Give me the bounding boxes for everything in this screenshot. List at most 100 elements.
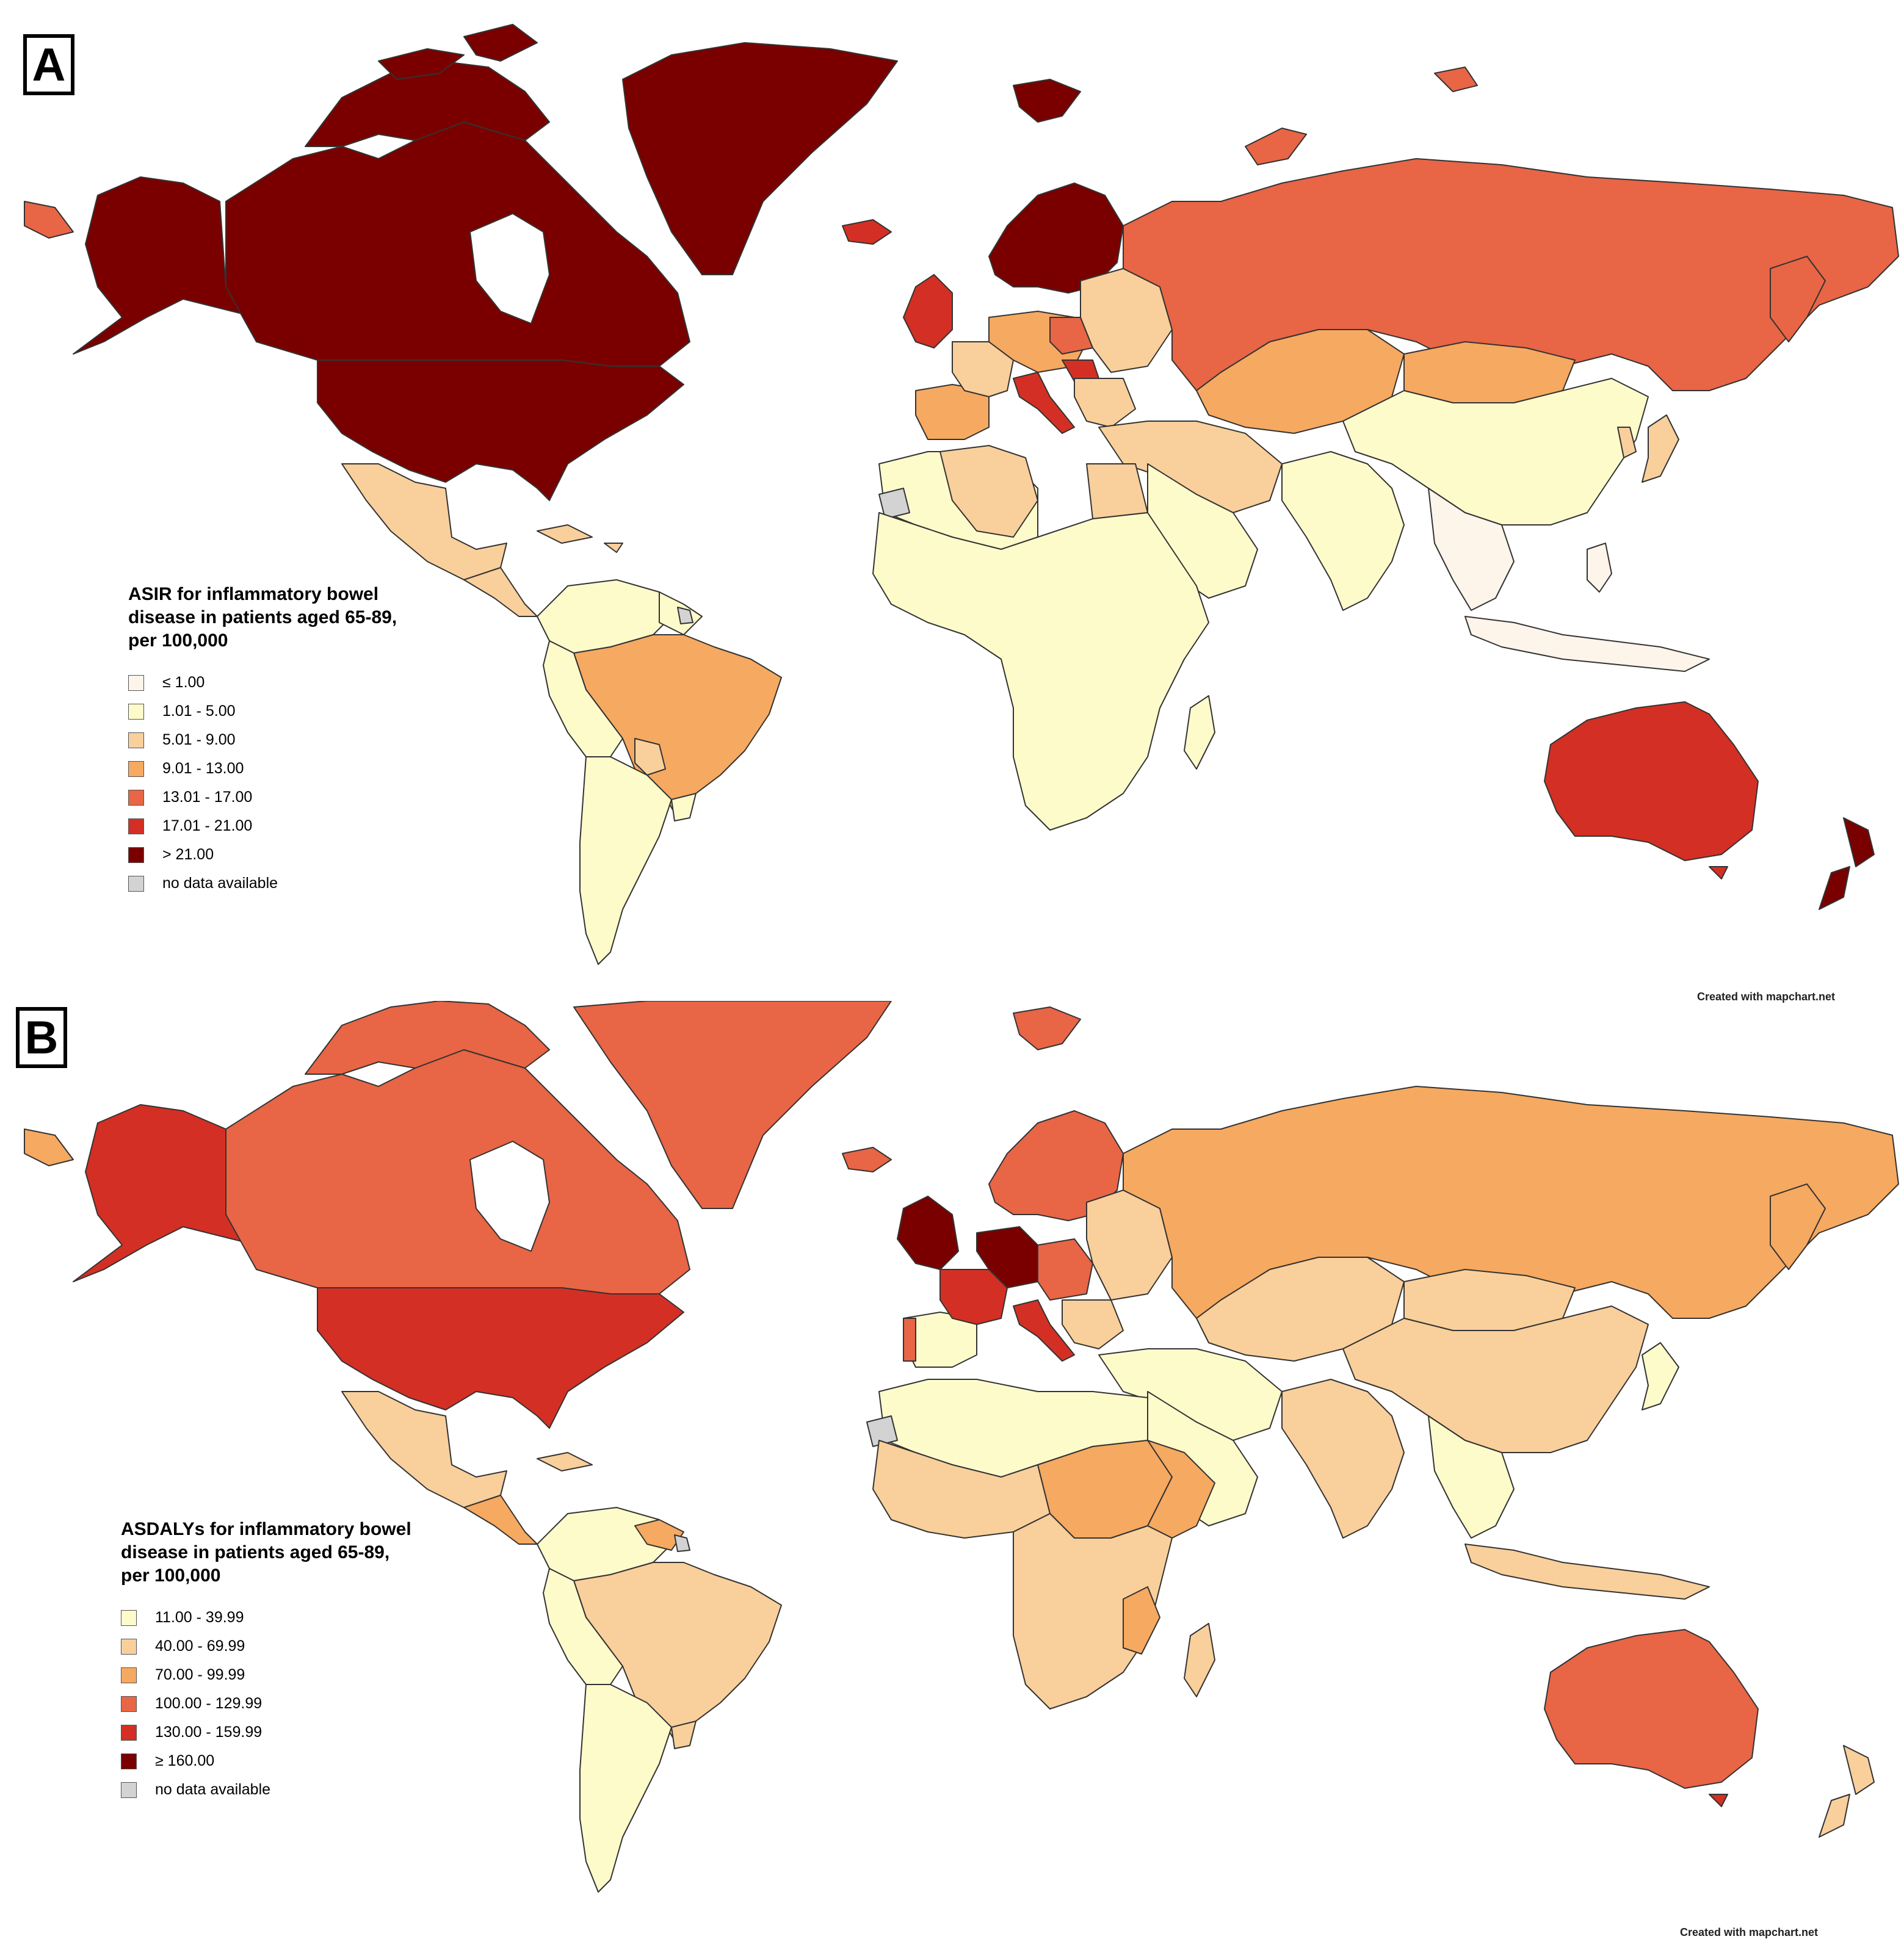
legend-label: 5.01 - 9.00: [162, 731, 236, 748]
legend-item: 40.00 - 69.99: [121, 1632, 463, 1661]
region-south-asia: [1281, 1379, 1405, 1539]
legend-label: 130.00 - 159.99: [155, 1724, 262, 1741]
legend-label: 70.00 - 99.99: [155, 1666, 245, 1683]
region-russia-arctic-islands: [1245, 67, 1478, 165]
region-southeast-asia: [1428, 488, 1515, 611]
legend-item: 13.01 - 17.00: [128, 783, 470, 812]
legend-label: 1.01 - 5.00: [162, 702, 236, 720]
region-mexico: [341, 1391, 507, 1508]
region-italy: [1013, 1299, 1075, 1362]
legend-label: ≤ 1.00: [162, 674, 205, 691]
region-australia: [1544, 1629, 1759, 1789]
legend-item: 17.01 - 21.00: [128, 812, 470, 840]
legend-swatch: [128, 703, 144, 720]
region-japan-korea: [1642, 1342, 1679, 1410]
region-japan: [1642, 414, 1679, 483]
region-poland: [1049, 317, 1093, 355]
legend-asir: ASIR for inflammatory bowel disease in p…: [128, 583, 470, 898]
region-madagascar: [1184, 1623, 1215, 1697]
legend-swatch: [121, 1782, 137, 1798]
region-balkans: [1062, 1299, 1124, 1349]
region-madagascar: [1184, 695, 1215, 770]
legend-item: 130.00 - 159.99: [121, 1718, 463, 1747]
legend-item: > 21.00: [128, 840, 470, 869]
region-russia-far-east: [1770, 256, 1826, 342]
region-canada: [225, 1049, 690, 1294]
region-argentina-chile: [579, 756, 672, 965]
region-western-sahara-nodata: [866, 1415, 898, 1447]
region-alaska-west-islands: [24, 201, 74, 239]
region-svalbard: [1013, 79, 1081, 123]
legend-item: ≥ 160.00: [121, 1747, 463, 1775]
region-portugal: [903, 1318, 916, 1362]
region-iberia: [915, 384, 990, 440]
legend-swatch: [128, 789, 144, 806]
region-new-zealand: [1819, 817, 1875, 910]
region-new-zealand: [1819, 1745, 1875, 1838]
region-usa: [317, 359, 684, 501]
region-alaska-west-islands: [24, 1128, 74, 1166]
region-mozambique: [1123, 1586, 1160, 1655]
region-algeria: [939, 445, 1038, 538]
region-paraguay: [634, 738, 666, 776]
region-alaska: [73, 176, 257, 355]
region-south-asia: [1281, 451, 1405, 611]
region-french-guiana-nodata: [674, 1534, 690, 1552]
panel-letter-b: B: [16, 1007, 67, 1068]
legend-item: no data available: [121, 1775, 463, 1804]
legend-item: 11.00 - 39.99: [121, 1603, 463, 1632]
region-uruguay: [671, 1721, 697, 1749]
legend-swatch: [128, 818, 144, 834]
region-canada-arctic: [305, 1001, 550, 1075]
legend-swatch: [121, 1667, 137, 1683]
region-hudson-bay: [469, 213, 550, 324]
legend-item: 5.01 - 9.00: [128, 726, 470, 754]
legend-swatch: [128, 674, 144, 691]
region-canada: [225, 121, 690, 367]
region-caribbean: [537, 524, 623, 553]
region-china: [1342, 1305, 1649, 1453]
legend-title: ASDALYs for inflammatory bowel disease i…: [121, 1519, 411, 1586]
legend-label: 9.01 - 13.00: [162, 760, 244, 777]
region-indonesia: [1464, 616, 1710, 672]
legend-label: 40.00 - 69.99: [155, 1637, 245, 1655]
region-africa: [872, 512, 1209, 831]
legend-label: 13.01 - 17.00: [162, 789, 253, 806]
region-italy: [1013, 372, 1075, 434]
region-central-america: [463, 567, 538, 617]
region-uk-ireland: [903, 274, 953, 348]
region-horn-of-africa: [1147, 1440, 1215, 1539]
legend-item: 1.01 - 5.00: [128, 697, 470, 726]
panel-a: A ASIR for inflammatory bowel disease in…: [23, 24, 1899, 1003]
legend-swatch: [128, 760, 144, 777]
region-tasmania: [1709, 1794, 1728, 1807]
panel-b: B ASDALYs for inflammatory bowel disease…: [0, 1001, 1904, 1939]
legend-swatch: [121, 1609, 137, 1626]
legend-label: no data available: [162, 875, 278, 892]
legend-swatch: [128, 732, 144, 748]
legend-swatch: [121, 1724, 137, 1741]
region-uk-ireland: [897, 1196, 959, 1270]
region-hudson-bay: [469, 1141, 550, 1252]
legend-swatch: [128, 875, 144, 892]
region-western-sahara-nodata: [878, 488, 910, 519]
credit-text: Created with mapchart.net: [1697, 991, 1836, 1003]
region-french-guiana-nodata: [677, 607, 693, 624]
choropleth-map-asir: [24, 24, 1899, 965]
legend-label: 11.00 - 39.99: [155, 1609, 244, 1626]
region-central-america: [463, 1495, 538, 1545]
legend-item: 100.00 - 129.99: [121, 1689, 463, 1718]
region-tasmania: [1709, 866, 1728, 879]
legend-items: 11.00 - 39.99 40.00 - 69.99 70.00 - 99.99 1…: [121, 1603, 463, 1804]
region-southeast-asia: [1428, 1415, 1515, 1539]
credit-text: Created with mapchart.net: [1680, 1926, 1819, 1938]
region-greenland: [573, 1001, 892, 1209]
region-svalbard: [1013, 1006, 1081, 1050]
region-kazakhstan-central-asia: [1196, 329, 1405, 434]
legend-item: ≤ 1.00: [128, 668, 470, 697]
legend-item: no data available: [128, 869, 470, 898]
legend-swatch: [121, 1638, 137, 1655]
region-indonesia: [1464, 1544, 1710, 1600]
region-philippines: [1587, 543, 1612, 593]
region-greenland: [622, 42, 898, 275]
